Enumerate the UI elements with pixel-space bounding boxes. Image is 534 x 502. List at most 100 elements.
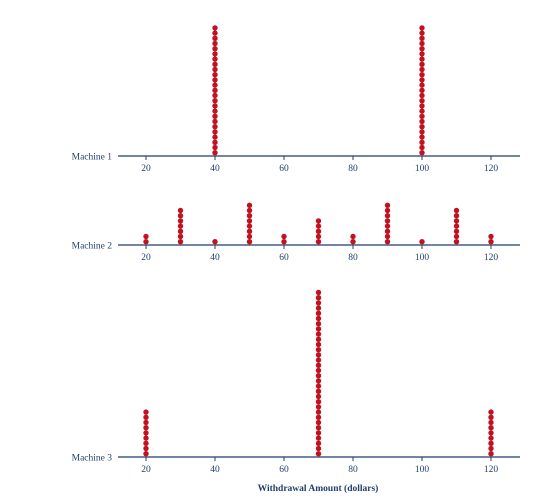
x-tick-label: 100 [415,465,430,475]
x-axis-title: Withdrawal Amount (dollars) [258,483,379,494]
data-dot [315,373,322,379]
x-tick-label: 80 [348,465,358,475]
data-dot [143,239,149,245]
data-dot [246,239,253,245]
data-dot [177,207,184,214]
data-dot [212,72,218,78]
data-dot [212,239,218,245]
data-dot [384,239,391,245]
data-dot [246,213,253,219]
data-dot [315,223,322,229]
data-dot [315,233,322,240]
data-dot [143,425,149,431]
data-dot [315,295,322,301]
data-dot [212,134,218,140]
data-dot [419,239,425,245]
data-dot [315,388,322,394]
data-dot [212,40,218,47]
data-dot [212,25,218,31]
data-dot [281,233,287,240]
data-dot [143,445,149,452]
data-dot [212,51,218,57]
data-dot [315,321,322,327]
data-dot [419,82,425,88]
data-dot [315,300,322,306]
data-dot [315,305,322,311]
data-dot [419,35,425,41]
x-tick-label: 120 [484,465,499,475]
data-dot [384,202,391,208]
data-dot [488,233,494,240]
data-dot [212,82,218,88]
data-dot [419,51,425,57]
data-dot [419,124,425,130]
data-dot [315,404,322,410]
data-dot [488,409,494,415]
data-dot [315,445,322,452]
data-dot [315,367,322,374]
data-dot [212,92,218,99]
data-dot [143,419,149,426]
x-tick-label: 100 [415,253,430,263]
data-dot [419,30,425,36]
data-dot [419,108,425,114]
x-tick-label: 100 [415,164,430,174]
data-dot [419,144,425,151]
panels: Machine 1 20 40 60 80 100 120 Machine 2 20 40 60 80… [72,25,520,475]
data-dot [143,414,149,420]
panel-machine-1: Machine 1 20 40 60 80 100 120 [72,25,520,174]
data-dot [315,228,322,234]
data-dot [246,233,253,240]
data-dot [419,113,425,120]
data-dot [212,144,218,151]
x-tick-label: 60 [279,164,289,174]
data-dot [177,228,184,234]
data-dot [453,218,460,224]
data-dot [212,30,218,36]
data-dot [177,218,184,224]
data-dot [384,207,391,214]
data-dot [246,228,253,234]
data-dot [315,289,322,296]
data-dot [453,207,460,214]
x-tick-label: 60 [279,253,289,263]
machine-label: Machine 3 [72,454,113,464]
data-dot [177,213,184,219]
data-dot [315,326,322,332]
data-dot [212,56,218,62]
data-dot [143,440,149,446]
data-dot [212,129,218,135]
data-dot [419,92,425,99]
data-dot [315,310,322,316]
x-tick-label: 120 [484,164,499,174]
data-dot [315,430,322,436]
machine-label: Machine 2 [72,242,113,252]
data-dot [212,118,218,125]
data-dot [488,440,494,446]
data-dot [177,223,184,229]
data-dot [143,233,149,240]
data-dot [315,440,322,446]
data-dot [212,98,218,104]
data-dot [419,129,425,135]
data-dot [488,239,494,245]
data-dot [315,399,322,405]
data-dot [177,233,184,240]
data-dot [315,357,322,363]
data-dot [315,414,322,420]
data-dot [315,378,322,384]
data-dot [315,393,322,400]
data-dot [419,77,425,83]
data-dot [488,451,494,457]
panel-machine-3: Machine 3 20 40 60 80 100 120 [72,289,520,475]
data-dot [488,419,494,426]
data-dot [143,451,149,457]
data-dot [212,108,218,114]
data-dot [315,383,322,389]
data-dot [315,347,322,353]
data-dot [315,315,322,322]
data-dot [246,218,253,224]
data-dot [315,336,322,342]
data-dot [419,66,425,73]
data-dot [315,409,322,415]
